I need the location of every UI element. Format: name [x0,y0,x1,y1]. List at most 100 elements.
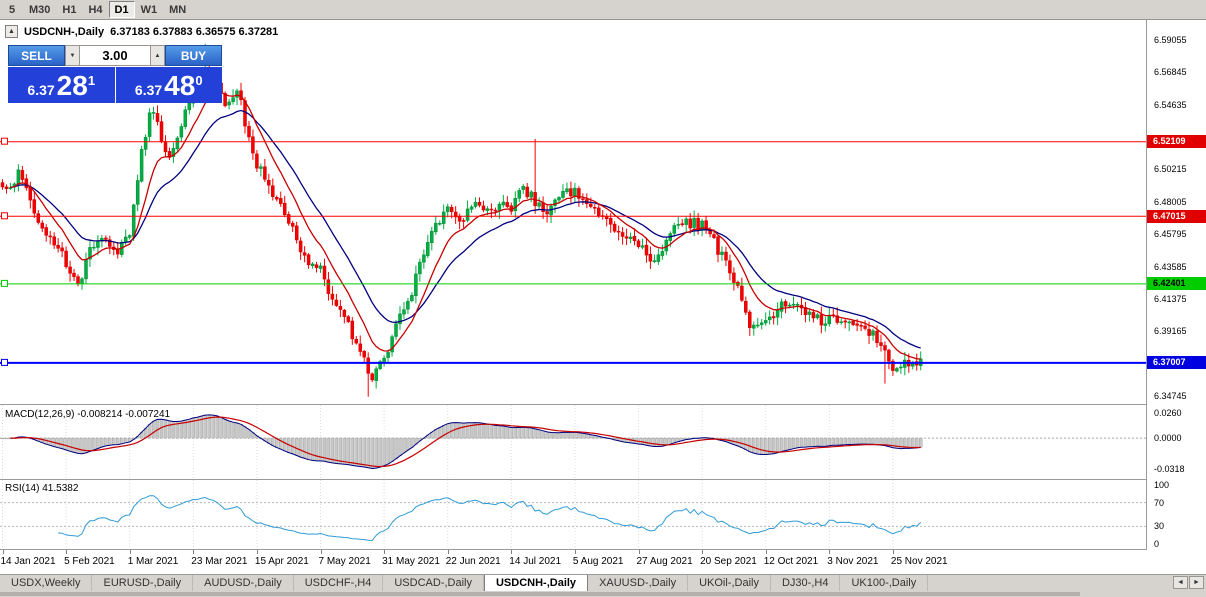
time-axis-tick [129,550,131,554]
time-axis-label: 27 Aug 2021 [636,556,693,567]
price-level-badge[interactable]: 6.37007 [1147,356,1206,370]
tab-scroll-right-icon[interactable]: ► [1189,576,1204,589]
chart-region: ▲ USDCNH-,Daily 6.37183 6.37883 6.36575 … [0,20,1206,574]
sell-price-big-digits: 28 [56,70,88,101]
chart-tab-usdchf-h4[interactable]: USDCHF-,H4 [294,575,384,591]
time-axis-label: 7 May 2021 [318,556,371,567]
timeframe-button-d1[interactable]: D1 [108,1,135,18]
price-axis-tick: 6.41375 [1154,293,1187,304]
chart-tab-usdcnh-daily[interactable]: USDCNH-,Daily [483,575,589,591]
time-axis-tick [765,550,767,554]
chart-ohlc-values: 6.37183 6.37883 6.36575 6.37281 [110,25,279,38]
collapse-chart-icon[interactable]: ▲ [5,25,18,38]
time-axis-label: 5 Aug 2021 [572,556,624,567]
time-axis-label: 14 Jul 2021 [509,556,562,567]
time-axis-tick [384,550,386,554]
horizontal-scrollbar[interactable] [0,591,1206,597]
price-axis-tick: 6.59055 [1154,34,1187,45]
time-axis-label: 5 Feb 2021 [64,556,115,567]
timeframe-button-h1[interactable]: H1 [56,1,82,18]
price-axis-tick: 6.39165 [1154,326,1187,337]
timeframe-button-5[interactable]: 5 [1,1,23,18]
tab-scroll-left-icon[interactable]: ◄ [1173,576,1188,589]
timeframe-button-w1[interactable]: W1 [135,1,164,18]
chart-tab-audusd-daily[interactable]: AUDUSD-,Daily [193,575,294,591]
panel-separator[interactable] [0,479,1206,480]
time-axis-tick [2,550,4,554]
price-level-badge[interactable]: 6.42401 [1147,277,1206,291]
time-axis-tick [320,550,322,554]
time-axis-tick [892,550,894,554]
time-axis-tick [574,550,576,554]
timeframe-button-m30[interactable]: M30 [23,1,56,18]
buy-price-big-digits: 48 [164,70,196,101]
time-axis-label: 3 Nov 2021 [827,556,879,567]
price-level-badge[interactable]: 6.47015 [1147,209,1206,223]
chart-tabs-bar: USDX,Weekly EURUSD-,Daily AUDUSD-,Daily USD… [0,574,1206,591]
time-axis-label: 25 Nov 2021 [890,556,948,567]
time-axis-tick [193,550,195,554]
chart-tab-xauusd-daily[interactable]: XAUUSD-,Daily [588,575,689,591]
time-axis-label: 1 Mar 2021 [127,556,179,567]
tab-scrollers: ◄ ► [1173,576,1204,589]
volume-increase-button[interactable]: ▲ [150,45,165,66]
chart-tab-usdcad-daily[interactable]: USDCAD-,Daily [383,575,484,591]
time-axis-label: 12 Oct 2021 [763,556,819,567]
time-axis[interactable]: 14 Jan 2021 5 Feb 2021 1 Mar 2021 23 Mar 20… [0,550,1206,574]
rsi-axis-tick: 30 [1154,521,1165,532]
buy-price-point: 0 [195,73,203,88]
chart-tab-uk100-daily[interactable]: UK100-,Daily [840,575,929,591]
time-axis-label: 15 Apr 2021 [254,556,309,567]
rsi-axis-tick: 0 [1154,539,1160,550]
time-axis-tick [702,550,704,554]
buy-price-display[interactable]: 6.37 48 0 [115,67,222,103]
macd-indicator-label: MACD(12,26,9) -0.008214 -0.007241 [5,409,171,420]
panel-separator[interactable] [0,404,1206,405]
price-axis[interactable]: 6.59055 6.56845 6.54635 6.50215 6.48005 6.457… [1146,20,1206,550]
rsi-axis-tick: 70 [1154,497,1165,508]
one-click-trading-panel: SELL ▼ ▲ BUY 6.37 28 1 6.37 48 0 [8,45,222,103]
price-axis-tick: 6.34745 [1154,391,1187,402]
timeframe-toolbar: 5 M30 H1 H4 D1 W1 MN [0,0,1206,20]
time-axis-tick [256,550,258,554]
rsi-indicator-label: RSI(14) 41.5382 [5,483,79,494]
time-axis-tick [66,550,68,554]
time-axis-label: 23 Mar 2021 [191,556,248,567]
chart-title: ▲ USDCNH-,Daily 6.37183 6.37883 6.36575 … [5,25,278,38]
price-axis-tick: 6.50215 [1154,164,1187,175]
chart-tab-usdx-weekly[interactable]: USDX,Weekly [0,575,93,591]
volume-input[interactable] [80,45,150,66]
buy-button[interactable]: BUY [165,45,222,66]
rsi-axis-tick: 100 [1154,479,1170,490]
macd-axis-tick: -0.0318 [1154,464,1185,475]
sell-price-point: 1 [87,73,96,88]
sell-price-display[interactable]: 6.37 28 1 [8,67,115,103]
chart-tab-eurusd-daily[interactable]: EURUSD-,Daily [92,575,194,591]
macd-axis-tick: 0.0000 [1154,433,1182,444]
time-axis-tick [447,550,449,554]
price-axis-tick: 6.48005 [1154,196,1187,207]
chart-symbol-label: USDCNH-,Daily [24,25,105,38]
time-axis-label: 22 Jun 2021 [445,556,501,567]
panel-separator[interactable] [0,549,1206,550]
price-axis-tick: 6.43585 [1154,261,1187,272]
sell-price-prefix: 6.37 [27,82,55,98]
scrollbar-thumb[interactable] [0,592,1080,596]
time-axis-tick [511,550,513,554]
buy-price-prefix: 6.37 [134,82,163,98]
time-axis-label: 31 May 2021 [382,556,440,567]
rsi-canvas[interactable] [0,480,1146,549]
volume-decrease-button[interactable]: ▼ [65,45,80,66]
timeframe-button-mn[interactable]: MN [163,1,192,18]
price-axis-tick: 6.45795 [1154,229,1187,240]
time-axis-tick [638,550,640,554]
sell-button[interactable]: SELL [8,45,65,66]
time-axis-tick [829,550,831,554]
timeframe-button-h4[interactable]: H4 [82,1,108,18]
chart-tab-ukoil-daily[interactable]: UKOil-,Daily [688,575,771,591]
price-level-badge[interactable]: 6.52109 [1147,135,1206,149]
chart-tab-dj30-h4[interactable]: DJ30-,H4 [771,575,841,591]
macd-canvas[interactable] [0,405,1146,479]
price-axis-tick: 6.54635 [1154,99,1187,110]
